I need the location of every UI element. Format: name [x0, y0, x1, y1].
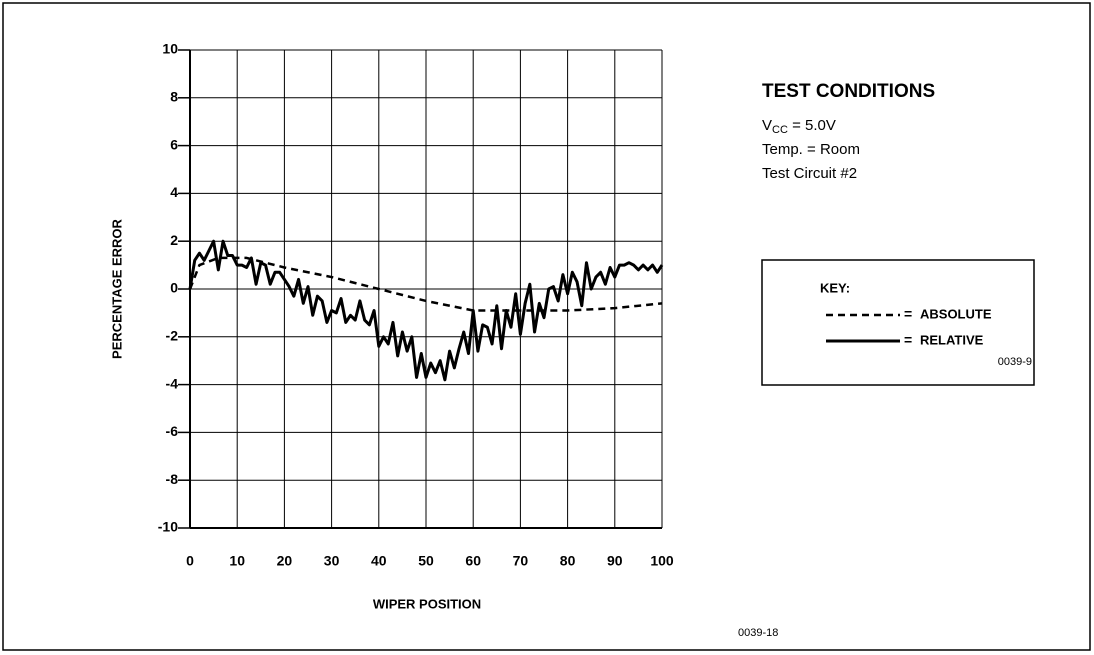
- condition-line: Temp. = Room: [762, 141, 860, 158]
- condition-sub: CC: [772, 124, 788, 136]
- figure-code: 0039-18: [738, 627, 778, 639]
- x-tick-label: 40: [371, 553, 387, 569]
- key-code: 0039-9: [998, 356, 1032, 368]
- x-tick-label: 20: [277, 553, 293, 569]
- y-axis-label: PERCENTAGE ERROR: [109, 218, 124, 358]
- series-line: [188, 256, 663, 312]
- y-tick-label: -2: [166, 328, 179, 344]
- condition-line: Test Circuit #2: [762, 165, 857, 182]
- y-tick-label: 2: [170, 232, 178, 248]
- y-tick-label: -6: [166, 423, 179, 439]
- y-tick-label: -4: [166, 375, 179, 391]
- y-tick-label: -8: [166, 471, 179, 487]
- condition-text: V: [762, 117, 772, 134]
- legend-separator: =: [904, 306, 912, 322]
- x-tick-label: 70: [513, 553, 529, 569]
- condition-rest: = 5.0V: [788, 117, 836, 134]
- condition-text: Test Circuit #2: [762, 165, 857, 182]
- x-tick-label: 0: [186, 553, 194, 569]
- y-tick-label: 10: [162, 41, 178, 57]
- condition-text: Temp. = Room: [762, 141, 860, 158]
- x-tick-label: 60: [465, 553, 481, 569]
- x-tick-label: 10: [229, 553, 245, 569]
- y-tick-label: 4: [170, 184, 178, 200]
- key-box: [761, 259, 1035, 386]
- y-tick-label: 8: [170, 89, 178, 105]
- series-line: [188, 239, 664, 382]
- x-tick-label: 50: [418, 553, 434, 569]
- x-tick-label: 30: [324, 553, 340, 569]
- x-tick-label: 80: [560, 553, 576, 569]
- condition-line: VCC = 5.0V: [762, 117, 836, 136]
- legend-separator: =: [904, 332, 912, 348]
- y-tick-label: 0: [170, 280, 178, 296]
- legend-label: ABSOLUTE: [920, 306, 992, 321]
- x-tick-label: 100: [650, 553, 674, 569]
- y-tick-label: 6: [170, 136, 178, 152]
- y-tick-label: -10: [158, 519, 178, 535]
- conditions-title: TEST CONDITIONS: [762, 81, 935, 102]
- key-title: KEY:: [820, 280, 850, 295]
- legend-label: RELATIVE: [920, 332, 984, 347]
- x-tick-label: 90: [607, 553, 623, 569]
- x-axis-label: WIPER POSITION: [373, 596, 481, 611]
